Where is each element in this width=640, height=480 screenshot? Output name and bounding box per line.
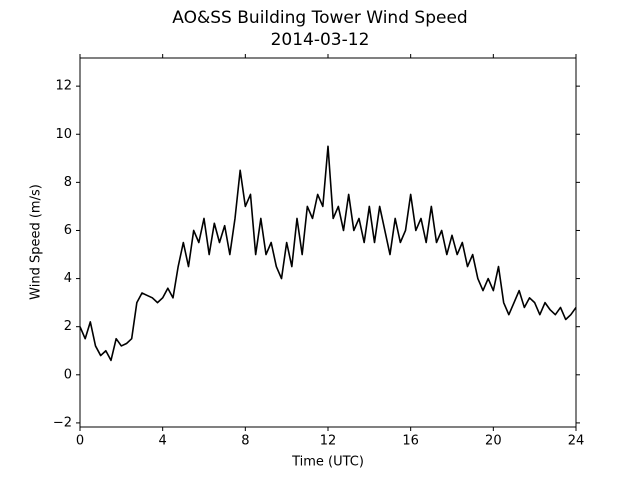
x-axis-label: Time (UTC): [291, 455, 364, 470]
x-tick-label: 4: [159, 434, 167, 449]
x-tick-label: 12: [320, 434, 337, 449]
y-tick-label: 4: [64, 271, 72, 286]
chart-subtitle: 2014-03-12: [271, 30, 370, 50]
y-tick-label: 10: [55, 127, 72, 142]
x-tick-label: 0: [76, 434, 84, 449]
y-axis-label: Wind Speed (m/s): [29, 184, 44, 300]
y-tick-label: 0: [64, 367, 72, 382]
y-tick-label: 6: [64, 223, 72, 238]
x-tick-label: 16: [402, 434, 419, 449]
y-tick-label: 8: [64, 175, 72, 190]
y-tick-label: 2: [64, 319, 72, 334]
y-tick-label: 12: [55, 79, 72, 94]
x-tick-label: 24: [568, 434, 585, 449]
y-tick-label: −2: [53, 415, 72, 430]
chart-title: AO&SS Building Tower Wind Speed: [172, 8, 467, 28]
line-series: [79, 145, 577, 362]
x-tick-label: 8: [241, 434, 249, 449]
x-tick-label: 20: [485, 434, 502, 449]
